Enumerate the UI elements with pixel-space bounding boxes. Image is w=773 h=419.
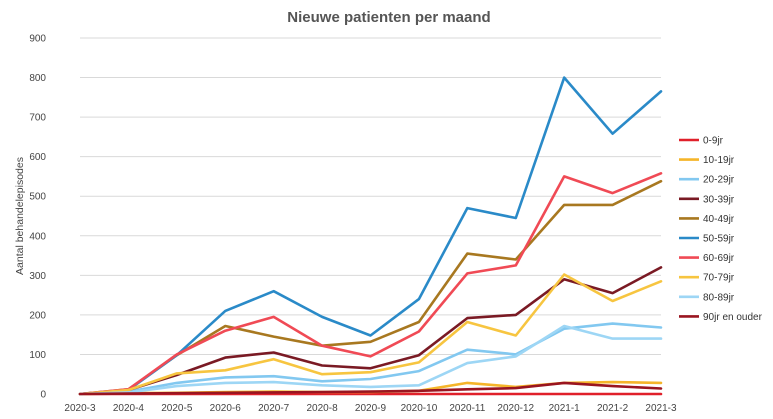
y-tick-label: 700 bbox=[29, 113, 46, 124]
y-tick-label: 500 bbox=[29, 192, 46, 203]
x-tick-label: 2021-1 bbox=[549, 403, 581, 414]
x-tick-label: 2021-3 bbox=[645, 403, 677, 414]
y-tick-label: 400 bbox=[29, 231, 46, 242]
legend: 0-9jr 10-19jr 20-29jr 30-39jr 40-49jr 50-59jr… bbox=[679, 136, 763, 323]
x-tick-label: 2020-10 bbox=[401, 403, 438, 414]
legend-label: 70-79jr bbox=[703, 273, 735, 284]
x-tick-label: 2020-11 bbox=[449, 403, 485, 414]
x-tick-label: 2020-12 bbox=[497, 403, 534, 414]
y-tick-label: 0 bbox=[40, 390, 46, 401]
legend-label: 80-89jr bbox=[703, 292, 735, 303]
y-tick-label: 200 bbox=[29, 310, 46, 321]
x-tick-label: 2020-7 bbox=[258, 403, 290, 414]
series-line-70-79jr bbox=[78, 273, 663, 396]
y-axis-title: Aantal behandelepisodes bbox=[14, 157, 26, 275]
legend-label: 40-49jr bbox=[703, 214, 735, 225]
series-lines bbox=[78, 76, 663, 396]
series-line-60-69jr bbox=[78, 172, 663, 396]
chart-title: Nieuwe patienten per maand bbox=[287, 9, 490, 26]
x-tick-label: 2020-8 bbox=[307, 403, 339, 414]
y-tick-label: 900 bbox=[29, 34, 46, 45]
legend-label: 30-39jr bbox=[703, 194, 735, 205]
y-tick-label: 100 bbox=[29, 350, 46, 361]
x-tick-label: 2020-9 bbox=[355, 403, 387, 414]
legend-label: 10-19jr bbox=[703, 155, 735, 166]
series-line-80-89jr bbox=[78, 324, 663, 396]
series-line-90jr-en-ouder bbox=[78, 381, 663, 396]
x-tick-label: 2020-3 bbox=[64, 403, 96, 414]
legend-label: 60-69jr bbox=[703, 253, 735, 264]
x-tick-label: 2021-2 bbox=[597, 403, 629, 414]
legend-label: 90jr en ouder bbox=[703, 312, 763, 323]
x-tick-label: 2020-6 bbox=[210, 403, 242, 414]
legend-label: 50-59jr bbox=[703, 234, 735, 245]
y-tick-label: 600 bbox=[29, 152, 46, 163]
x-tick-label: 2020-4 bbox=[113, 403, 145, 414]
y-tick-label: 800 bbox=[29, 73, 46, 84]
y-axis-ticks: 0 100 200 300 400 500 600 700 800 900 bbox=[29, 34, 46, 401]
legend-label: 20-29jr bbox=[703, 175, 735, 186]
x-tick-label: 2020-5 bbox=[161, 403, 193, 414]
legend-label: 0-9jr bbox=[703, 136, 724, 147]
series-line-20-29jr bbox=[78, 322, 663, 396]
y-tick-label: 300 bbox=[29, 271, 46, 282]
series-line-30-39jr bbox=[78, 266, 663, 396]
x-axis-ticks: 2020-3 2020-4 2020-5 2020-6 2020-7 2020-8 2020… bbox=[64, 403, 677, 414]
